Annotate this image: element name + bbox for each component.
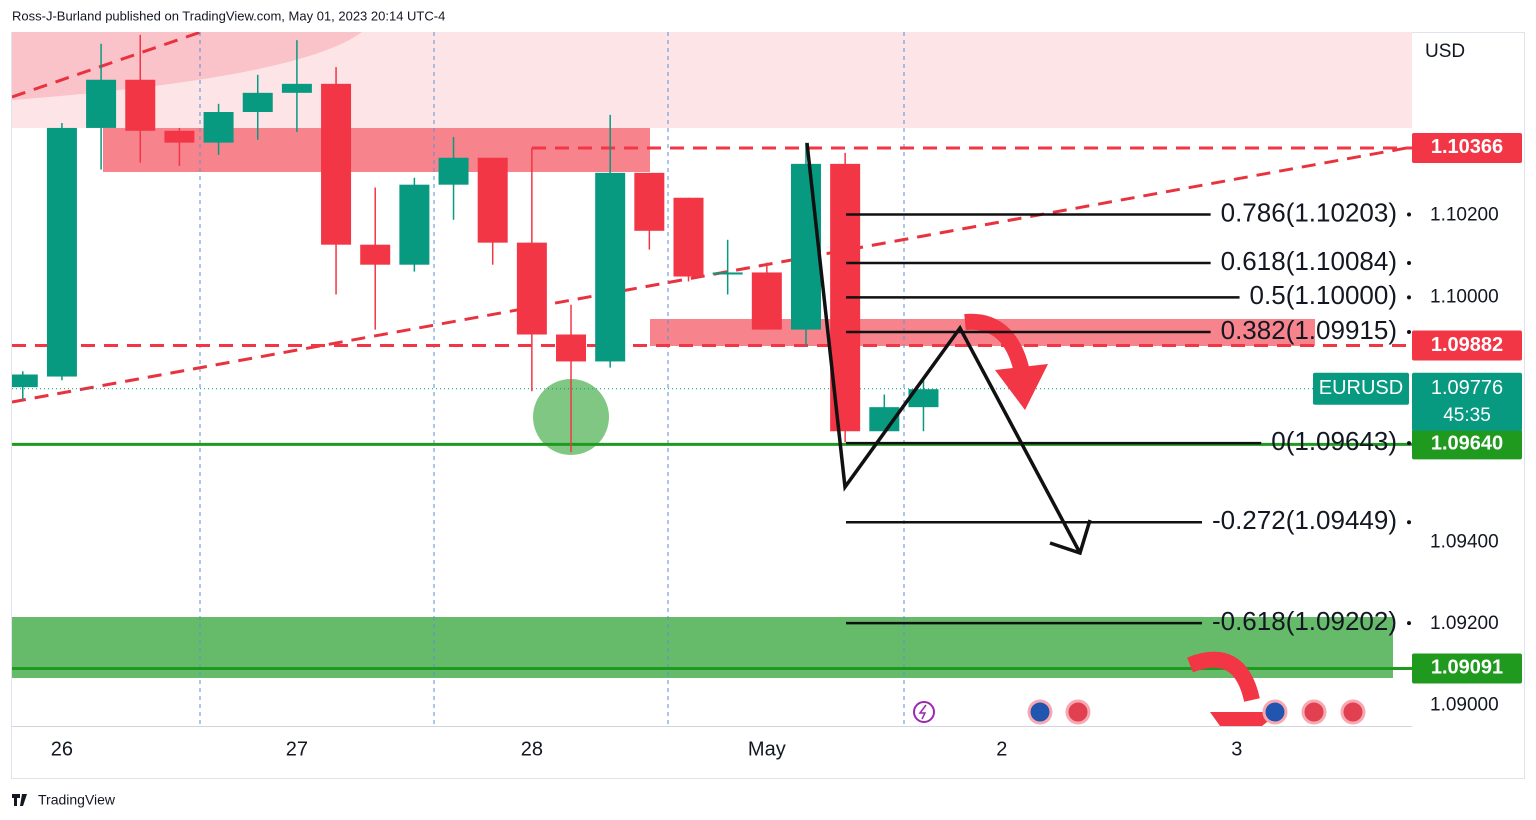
footer-logo: TradingView — [12, 792, 116, 808]
red-arrow-head — [995, 364, 1048, 410]
candle-body — [360, 244, 391, 265]
arrow-head — [1049, 519, 1092, 556]
footer: TradingView — [38, 792, 116, 808]
candle-body — [399, 184, 430, 265]
fib-dot — [1407, 330, 1411, 335]
candle-body — [477, 157, 508, 243]
y-tick-label: 1.09400 — [1430, 531, 1499, 552]
symbol-tag — [1313, 372, 1409, 405]
x-tick-label: 3 — [1231, 738, 1242, 760]
fib-label: 0.618(1.10084) — [1221, 246, 1397, 276]
header: Ross-J-Burland published on TradingView.… — [12, 8, 445, 23]
candle-body — [125, 79, 156, 131]
x-tick-label: 2 — [996, 738, 1007, 760]
fib-dot — [1407, 212, 1411, 217]
fib-label: -0.272(1.09449) — [1212, 505, 1397, 535]
price-tag — [1412, 132, 1522, 163]
red-arrow — [1187, 651, 1260, 702]
drawings — [805, 142, 1280, 726]
candle-body — [321, 83, 352, 245]
candle-body — [751, 272, 782, 330]
candle-body — [673, 197, 704, 277]
price-tag-label: 1.09640 — [1431, 433, 1503, 455]
fib-label: -0.618(1.09202) — [1212, 606, 1397, 636]
last-price-tag — [1412, 372, 1522, 431]
price-tag — [1412, 330, 1522, 361]
projection-path — [805, 142, 1082, 554]
red-arrow-head — [1210, 712, 1280, 726]
candles — [12, 34, 939, 453]
candle-body — [790, 163, 821, 330]
y-tick-label: 1.10200 — [1430, 205, 1499, 226]
fib-label: 0(1.09643) — [1271, 426, 1397, 456]
fib-label: 0.5(1.10000) — [1250, 280, 1397, 310]
countdown-label: 45:35 — [1443, 405, 1491, 426]
candle-body — [242, 92, 273, 113]
currency-label: USD — [1425, 41, 1465, 62]
fib-dot — [1407, 621, 1411, 626]
price-tag-label: 1.10366 — [1431, 136, 1503, 158]
x-tick-label: 26 — [51, 738, 73, 760]
fib-levels: 0.786(1.10203) 0.618(1.10084) 0.5(1.10000)… — [846, 197, 1411, 636]
candle-body — [595, 172, 626, 362]
candle-body — [556, 334, 587, 362]
candle-body — [634, 172, 665, 231]
trend-line — [12, 145, 1412, 404]
x-tick-label: May — [748, 738, 786, 760]
levels — [12, 146, 1412, 670]
candle-body — [281, 83, 312, 93]
last-price-label: 1.09776 — [1431, 377, 1503, 399]
y-tick-label: 1.09000 — [1430, 695, 1499, 716]
candle-body — [712, 272, 743, 275]
event-icons — [913, 699, 1366, 725]
fib-label: 0.382(1.09915) — [1221, 315, 1397, 345]
y-tick-label: 1.10000 — [1430, 286, 1499, 307]
fib-dot — [1407, 441, 1411, 446]
x-tick-label: 28 — [521, 738, 543, 760]
x-tick-label: 27 — [286, 738, 308, 760]
price-tag — [1412, 653, 1522, 684]
axes: 26 27 28 May 2 3 1.10200 1.10000 1.09400 1.09200 1… — [51, 132, 1522, 760]
price-tag — [1412, 429, 1522, 460]
candle-body — [46, 127, 77, 377]
price-tag-label: 1.09091 — [1431, 657, 1503, 679]
trend-line — [12, 32, 206, 99]
candle-body — [86, 79, 117, 128]
symbol-label: EURUSD — [1319, 377, 1403, 399]
fib-dot — [1407, 520, 1411, 525]
y-tick-label: 1.09200 — [1430, 613, 1499, 634]
price-tag-label: 1.09882 — [1431, 334, 1503, 356]
candle-body — [203, 112, 234, 143]
fib-label: 0.786(1.10203) — [1221, 197, 1397, 227]
candle-body — [438, 157, 469, 185]
candle-body — [516, 242, 547, 335]
candle-body — [164, 130, 195, 143]
fib-dot — [1407, 261, 1411, 266]
fib-dot — [1407, 295, 1411, 300]
candle-body — [12, 374, 38, 388]
candle-body — [908, 389, 939, 408]
